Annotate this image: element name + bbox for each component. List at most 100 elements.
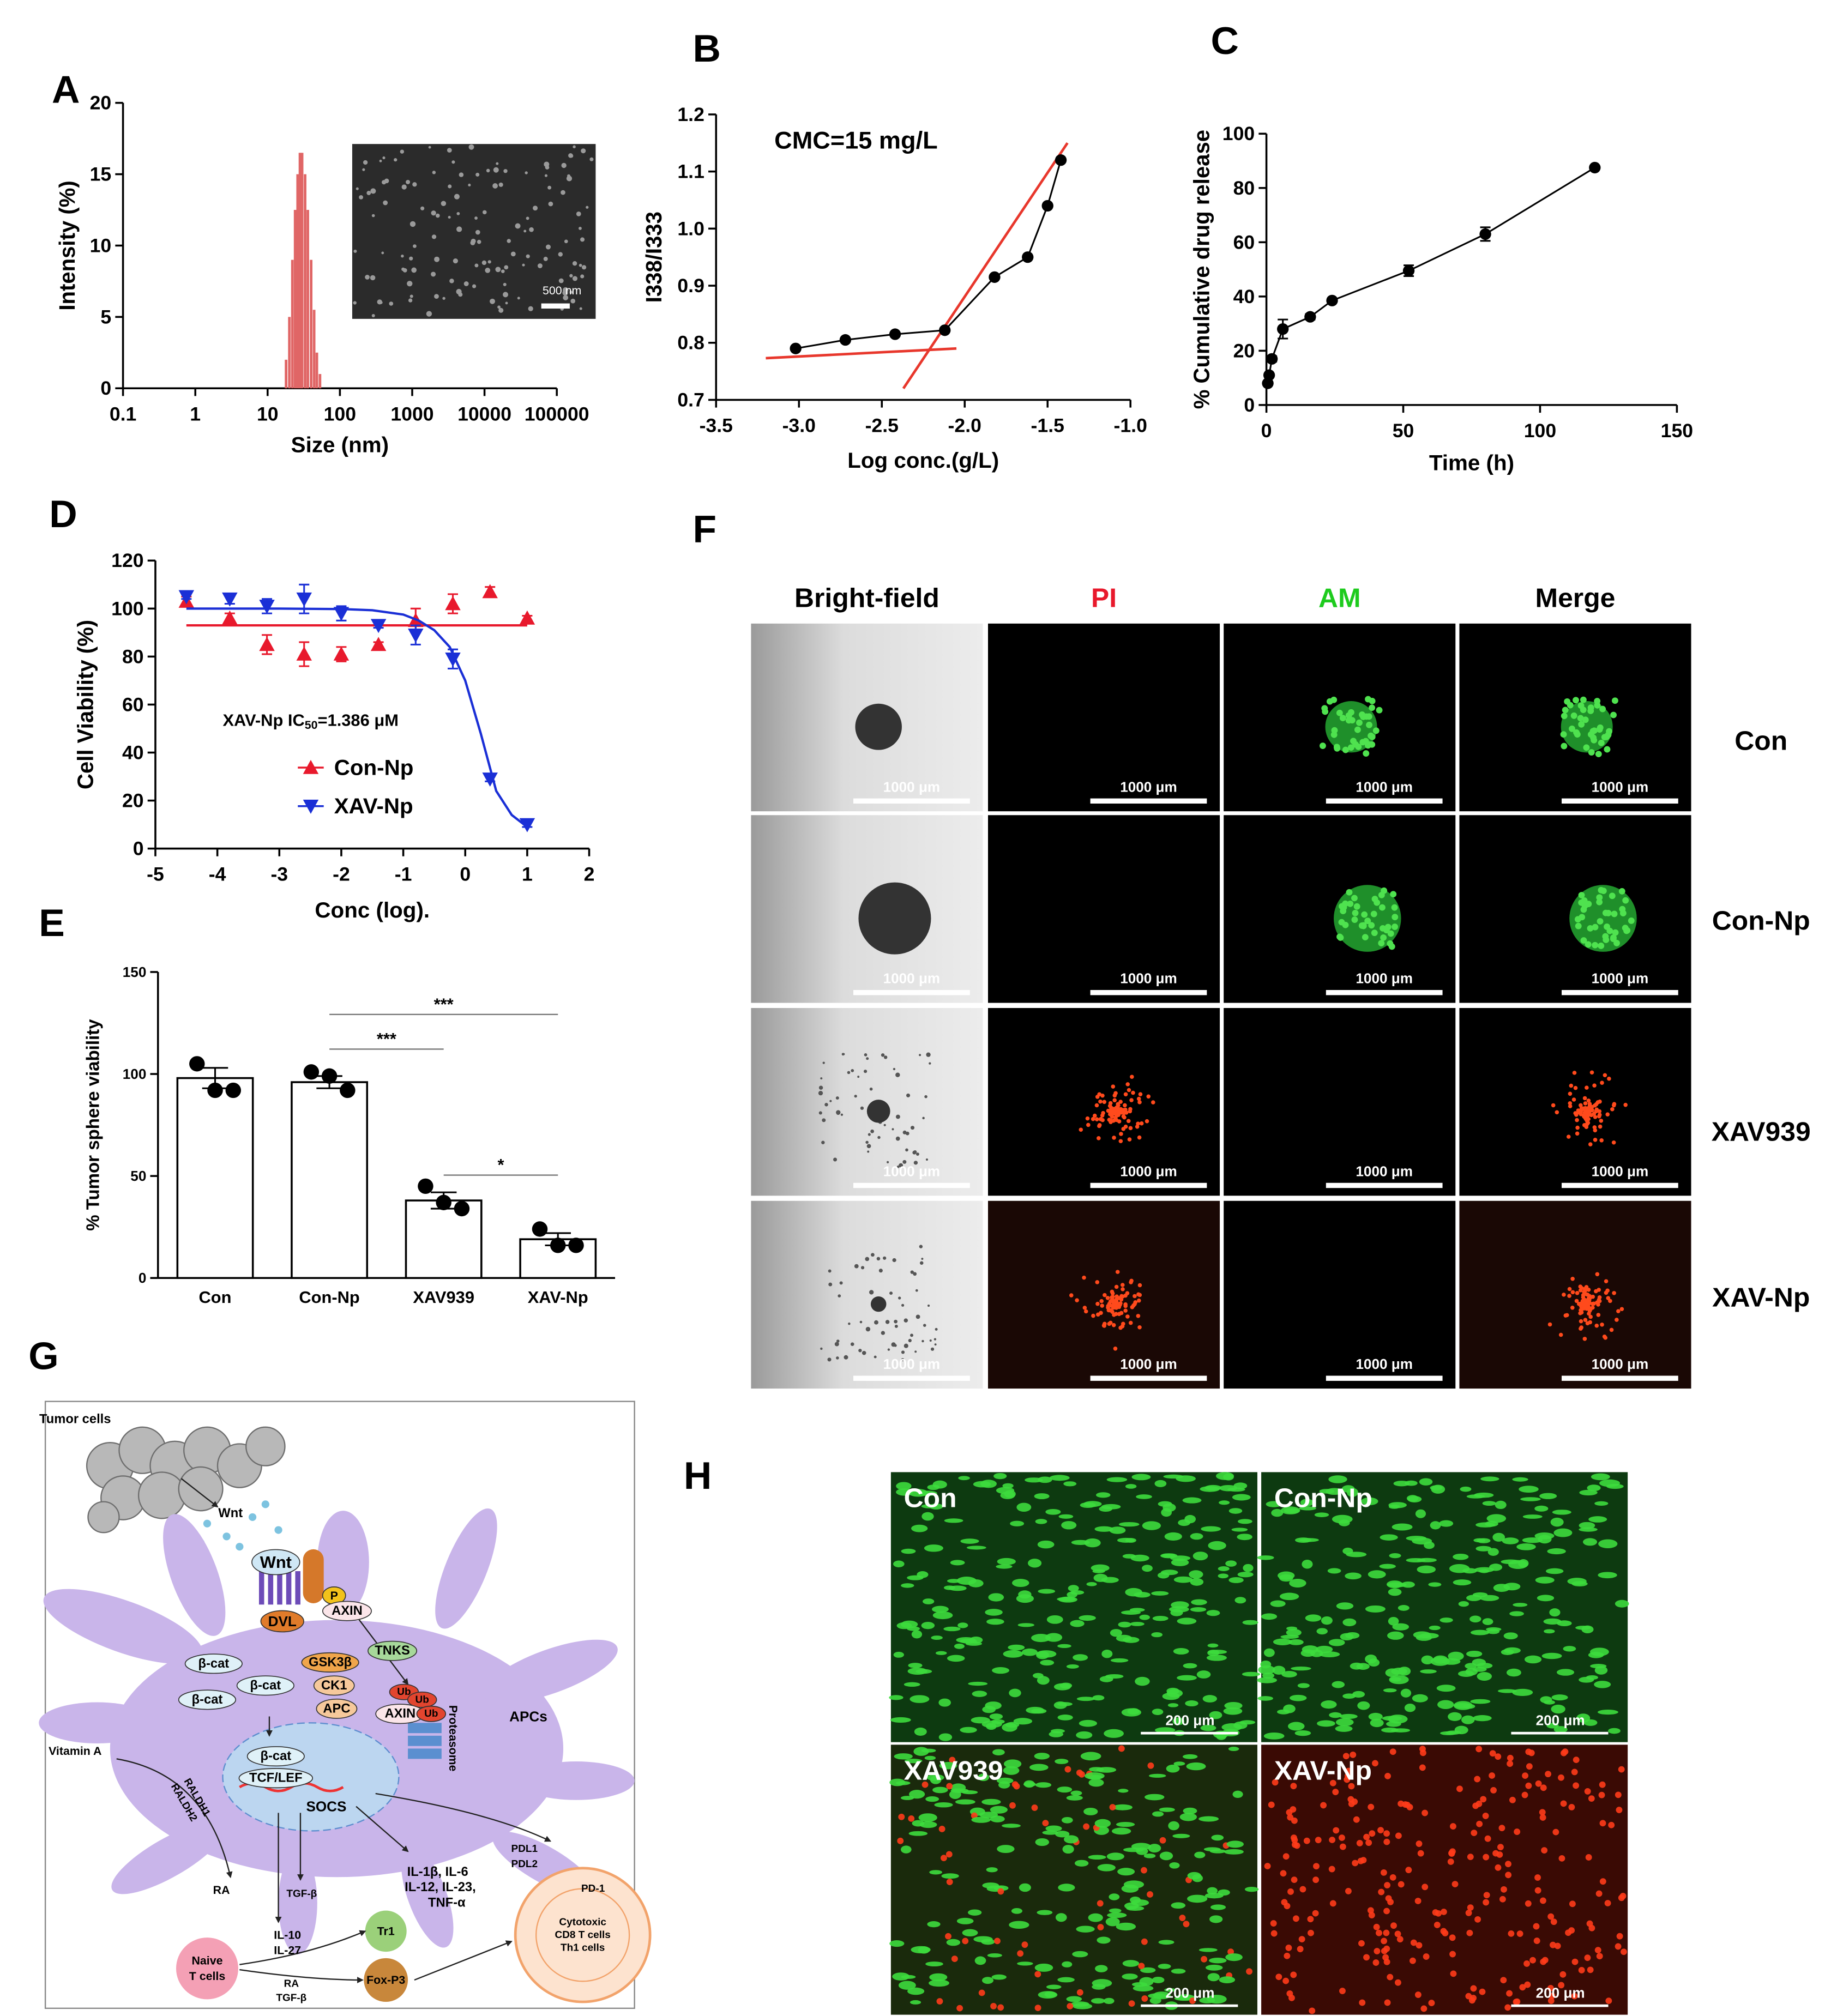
- cell: [1013, 1783, 1020, 1790]
- dead-cell: [1585, 1301, 1589, 1306]
- cell: [1009, 1688, 1021, 1698]
- dead-cell: [1129, 1280, 1133, 1284]
- cell: [1171, 1559, 1189, 1566]
- debris: [836, 1339, 840, 1343]
- cell: [1019, 1883, 1031, 1892]
- cell: [1309, 2007, 1316, 2014]
- live-cell: [1387, 930, 1394, 937]
- cell: [1615, 1599, 1629, 1608]
- cell: [1376, 1929, 1382, 1936]
- scale-bar: [1141, 2004, 1238, 2007]
- dead-cell: [1608, 1299, 1612, 1303]
- dead-cell: [1570, 1306, 1575, 1310]
- cell: [1201, 1526, 1221, 1532]
- debris: [828, 1269, 832, 1273]
- live-cell: [1560, 731, 1567, 738]
- cell: [1383, 1908, 1390, 1915]
- debris: [892, 1128, 894, 1131]
- cell: [1321, 1616, 1333, 1625]
- live-cell: [1351, 895, 1358, 902]
- dead-cell: [1098, 1099, 1103, 1104]
- cell: [1198, 1816, 1219, 1822]
- scale-bar-label: 200 μm: [1165, 1985, 1214, 2001]
- cell: [1595, 1890, 1603, 1897]
- cell: [1293, 1915, 1299, 1922]
- cell: [919, 1821, 937, 1828]
- cell: [1237, 1519, 1252, 1524]
- dead-cell: [1575, 1131, 1580, 1136]
- dead-cell: [1127, 1088, 1131, 1092]
- cell: [1560, 1749, 1567, 1757]
- particle: [561, 190, 565, 195]
- cell: [1242, 1620, 1258, 1625]
- data-point: [1266, 353, 1278, 365]
- cell: [1273, 1638, 1292, 1646]
- cell: [1541, 1652, 1562, 1659]
- cell: [945, 1933, 951, 1940]
- cell: [1173, 1648, 1189, 1655]
- cell: [1312, 1876, 1320, 1884]
- live-cell: [1380, 925, 1386, 932]
- cell: [1104, 1997, 1115, 2004]
- debris: [865, 1326, 871, 1332]
- cell: [921, 1504, 937, 1508]
- debris: [895, 1114, 900, 1119]
- micrograph: [1459, 1200, 1691, 1389]
- debris: [896, 1166, 900, 1168]
- dead-cell: [1597, 1299, 1602, 1303]
- live-cell: [1354, 726, 1361, 733]
- particle: [498, 307, 504, 313]
- cell: [1599, 1878, 1606, 1885]
- x-tick-label: XAV939: [413, 1288, 474, 1307]
- dead-cell: [1108, 1112, 1112, 1116]
- live-cell: [1378, 940, 1385, 946]
- bar: [300, 153, 304, 389]
- cell: [932, 1611, 953, 1620]
- data-point: [333, 646, 350, 661]
- live-cell: [1590, 734, 1597, 741]
- image-label: XAV939: [904, 1755, 1003, 1786]
- cell: [1594, 1947, 1601, 1954]
- diagram-label: Fox-P3: [366, 1973, 405, 1987]
- dead-cell: [1111, 1084, 1116, 1089]
- particle: [448, 184, 452, 189]
- cell: [1551, 1694, 1568, 1701]
- dead-cell: [1588, 1320, 1593, 1325]
- cell: [1057, 1644, 1071, 1649]
- cell: [932, 1605, 949, 1613]
- cell: [1563, 1646, 1576, 1652]
- cell: [1206, 1610, 1220, 1616]
- cell: [1466, 1494, 1485, 1499]
- cell: [1486, 1514, 1507, 1523]
- debris: [894, 1344, 897, 1347]
- cell: [1159, 1851, 1173, 1861]
- debris: [860, 1106, 864, 1110]
- naive-t-cell: [176, 1937, 238, 2000]
- cell: [1596, 1953, 1603, 1960]
- panel-label: E: [39, 902, 65, 945]
- live-cell: [1605, 910, 1612, 916]
- y-tick-label: 100: [1222, 123, 1255, 144]
- debris: [840, 1113, 844, 1116]
- dead-cell: [1564, 1313, 1569, 1318]
- cell: [1558, 1855, 1565, 1862]
- live-cell: [1359, 739, 1366, 746]
- cell: [1547, 1997, 1555, 2004]
- dead-cell: [1097, 1124, 1101, 1128]
- cell: [1558, 1774, 1564, 1781]
- debris: [910, 1270, 914, 1274]
- dead-cell: [1568, 1101, 1573, 1106]
- cell: [1599, 1479, 1621, 1487]
- cell: [1473, 1538, 1486, 1543]
- cell: [938, 1733, 953, 1741]
- cell: [1224, 1849, 1244, 1855]
- debris: [895, 1072, 900, 1077]
- cell: [1189, 1997, 1196, 2004]
- cell: [1496, 1851, 1503, 1858]
- cell: [971, 1816, 991, 1823]
- particle: [394, 158, 397, 162]
- cell: [974, 1956, 986, 1965]
- cell: [1063, 1481, 1077, 1487]
- cell: [979, 1812, 998, 1818]
- cell: [904, 1682, 920, 1687]
